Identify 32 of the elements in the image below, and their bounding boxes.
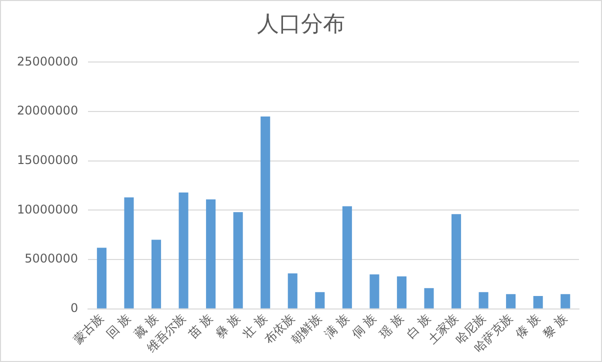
- bar: [178, 192, 188, 308]
- y-tick-label: 10000000: [17, 202, 78, 216]
- bar: [533, 296, 543, 308]
- x-tick-label: 回 族: [104, 311, 134, 341]
- bar: [151, 240, 162, 308]
- x-tick-label: 彝 族: [212, 311, 242, 341]
- bar: [424, 288, 434, 308]
- bar: [478, 292, 488, 308]
- bar: [560, 294, 570, 308]
- y-tick-label: 5000000: [24, 252, 78, 266]
- chart-title: 人口分布: [256, 11, 346, 39]
- x-tick-label: 侗 族: [349, 311, 379, 341]
- bar: [288, 273, 298, 308]
- bar: [124, 197, 134, 308]
- bar: [396, 276, 406, 308]
- y-tick-label: 15000000: [17, 152, 78, 167]
- x-tick-label: 满 族: [322, 311, 352, 341]
- y-tick-label: 20000000: [17, 104, 78, 118]
- x-tick-label: 瑶 族: [376, 311, 406, 341]
- bar: [260, 116, 270, 308]
- bar: [206, 199, 216, 308]
- bar: [342, 206, 352, 308]
- bar: [96, 248, 106, 308]
- x-tick-label: 黎 族: [540, 311, 570, 341]
- bar: [315, 292, 325, 308]
- x-tick-label: 傣 族: [512, 311, 542, 341]
- bar: [370, 274, 380, 308]
- y-tick-label: 25000000: [17, 54, 78, 68]
- bar: [233, 212, 243, 308]
- bar: [451, 214, 462, 308]
- bar: [506, 294, 516, 308]
- x-tick-label: 苗 族: [186, 311, 216, 341]
